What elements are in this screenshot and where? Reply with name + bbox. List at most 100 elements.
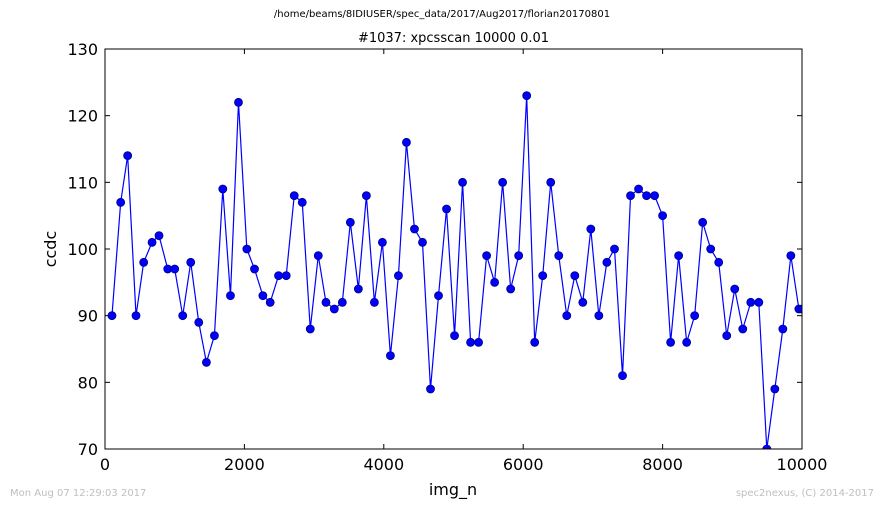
x-tick-label: 2000 bbox=[224, 455, 265, 474]
data-point bbox=[194, 317, 204, 327]
data-point bbox=[797, 304, 802, 314]
data-point bbox=[226, 291, 235, 301]
data-point bbox=[402, 137, 411, 147]
data-point bbox=[482, 251, 492, 261]
data-point bbox=[434, 291, 443, 301]
data-point bbox=[281, 271, 291, 281]
y-tick-label: 80 bbox=[78, 373, 98, 392]
data-point bbox=[107, 311, 117, 321]
x-tick-label: 0 bbox=[100, 455, 110, 474]
y-axis-label: ccdc bbox=[41, 231, 60, 268]
data-point bbox=[594, 311, 604, 321]
data-point bbox=[274, 271, 283, 281]
data-point bbox=[378, 237, 387, 247]
data-point bbox=[762, 444, 772, 449]
data-point bbox=[610, 244, 619, 254]
data-point bbox=[131, 311, 141, 321]
data-point bbox=[218, 184, 228, 194]
data-point bbox=[666, 337, 676, 347]
data-point bbox=[778, 324, 788, 334]
data-point bbox=[202, 357, 211, 367]
data-point bbox=[458, 177, 467, 187]
data-point bbox=[690, 311, 700, 321]
data-point bbox=[618, 371, 627, 381]
x-axis-ticks: 0 2000 4000 6000 8000 10000 bbox=[100, 49, 828, 474]
data-point bbox=[410, 224, 419, 234]
data-point bbox=[474, 337, 483, 347]
data-point bbox=[418, 237, 427, 247]
data-point bbox=[250, 264, 259, 274]
data-point bbox=[394, 271, 403, 281]
y-tick-label: 120 bbox=[67, 107, 98, 126]
data-point bbox=[562, 311, 572, 321]
data-point bbox=[123, 151, 133, 161]
data-point bbox=[178, 311, 188, 321]
file-path-header: /home/beams/8IDIUSER/spec_data/2017/Aug2… bbox=[273, 9, 611, 20]
data-point bbox=[139, 257, 149, 267]
data-point bbox=[345, 217, 355, 227]
data-point bbox=[337, 297, 347, 307]
data-point bbox=[386, 351, 395, 361]
data-point bbox=[626, 191, 635, 201]
y-tick-label: 110 bbox=[67, 173, 98, 192]
data-point bbox=[554, 251, 564, 261]
data-point bbox=[490, 277, 500, 287]
data-point bbox=[714, 257, 724, 267]
data-point bbox=[786, 251, 796, 261]
data-point bbox=[234, 97, 243, 107]
data-point bbox=[578, 297, 588, 307]
data-point bbox=[321, 297, 331, 307]
data-point bbox=[210, 331, 219, 341]
data-point bbox=[706, 244, 716, 254]
data-point bbox=[514, 251, 524, 261]
data-point bbox=[154, 231, 164, 241]
footer-timestamp: Mon Aug 07 12:29:03 2017 bbox=[10, 488, 147, 499]
y-tick-label: 100 bbox=[67, 240, 98, 259]
data-point bbox=[305, 324, 315, 334]
data-point bbox=[538, 271, 548, 281]
data-point bbox=[426, 384, 435, 394]
data-point bbox=[738, 324, 748, 334]
x-tick-label: 8000 bbox=[642, 455, 683, 474]
y-axis-ticks: 70 80 90 100 110 120 130 bbox=[67, 40, 802, 459]
data-point bbox=[289, 191, 299, 201]
data-point bbox=[265, 297, 275, 307]
data-point bbox=[186, 257, 196, 267]
x-tick-label: 10000 bbox=[777, 455, 828, 474]
data-point bbox=[442, 204, 451, 214]
data-point bbox=[658, 211, 667, 221]
data-point bbox=[674, 251, 684, 261]
series-line bbox=[111, 95, 802, 449]
series-group bbox=[107, 91, 802, 449]
y-tick-label: 130 bbox=[67, 40, 98, 59]
footer-credit: spec2nexus, (C) 2014-2017 bbox=[735, 488, 874, 499]
data-point bbox=[242, 244, 252, 254]
data-point bbox=[313, 251, 323, 261]
data-point bbox=[297, 197, 307, 207]
data-point bbox=[570, 271, 580, 281]
data-point bbox=[258, 291, 268, 301]
data-point bbox=[746, 297, 756, 307]
data-point bbox=[466, 337, 475, 347]
y-tick-label: 90 bbox=[78, 307, 98, 326]
data-point bbox=[770, 384, 780, 394]
data-point bbox=[170, 264, 180, 274]
data-point bbox=[682, 337, 692, 347]
data-point bbox=[634, 184, 643, 194]
data-point bbox=[353, 284, 363, 294]
data-point bbox=[642, 191, 651, 201]
x-tick-label: 4000 bbox=[363, 455, 404, 474]
data-point bbox=[730, 284, 740, 294]
data-point bbox=[369, 297, 379, 307]
plot-area-frame bbox=[104, 48, 803, 450]
data-point bbox=[530, 337, 540, 347]
data-point bbox=[329, 304, 339, 314]
data-point bbox=[722, 331, 732, 341]
data-point bbox=[361, 191, 371, 201]
data-point bbox=[498, 177, 508, 187]
data-point bbox=[586, 224, 596, 234]
y-tick-label: 70 bbox=[78, 440, 98, 459]
x-axis-label: img_n bbox=[429, 480, 477, 500]
data-point bbox=[506, 284, 516, 294]
